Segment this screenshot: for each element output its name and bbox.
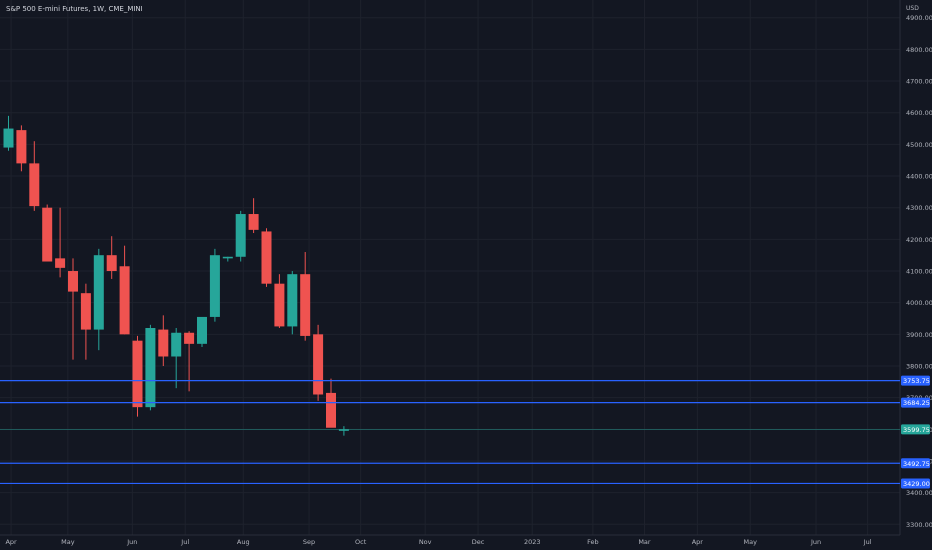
candle-body[interactable]: [209, 255, 220, 317]
current-price-text: 3599.75: [903, 426, 930, 434]
x-tick-label: Oct: [355, 538, 367, 546]
x-tick-label: May: [61, 538, 75, 546]
y-tick-label: 4200.00: [906, 236, 932, 244]
candle-body[interactable]: [106, 255, 117, 272]
x-tick-label: Dec: [472, 538, 485, 546]
x-tick-label: Jun: [810, 538, 821, 546]
y-tick-label: 4000.00: [906, 299, 932, 307]
candle-body[interactable]: [119, 266, 130, 335]
candle-body[interactable]: [235, 214, 246, 257]
candle-body[interactable]: [338, 429, 349, 431]
price-label-text: 3753.75: [903, 377, 930, 385]
candle-body[interactable]: [261, 231, 272, 284]
candle-body[interactable]: [300, 274, 311, 336]
y-tick-label: 4800.00: [906, 46, 932, 54]
candle-body[interactable]: [158, 329, 169, 357]
price-label-badge: [901, 478, 930, 489]
y-tick-label: 4700.00: [906, 78, 932, 86]
y-tick-label: 4400.00: [906, 173, 932, 181]
candle-body[interactable]: [326, 392, 336, 428]
candle-body[interactable]: [132, 340, 143, 408]
y-tick-label: 4100.00: [906, 268, 932, 276]
x-tick-label: Jun: [126, 538, 137, 546]
candle-body[interactable]: [197, 316, 207, 344]
current-price-badge: [901, 424, 930, 435]
x-tick-label: 2023: [524, 538, 541, 546]
x-tick-label: May: [744, 538, 758, 546]
y-tick-label: 3300.00: [906, 521, 932, 529]
y-tick-label: 4500.00: [906, 141, 932, 149]
candle-body[interactable]: [68, 271, 78, 292]
y-tick-label: 4300.00: [906, 204, 932, 212]
y-tick-label: 4600.00: [906, 109, 932, 117]
x-tick-label: Nov: [419, 538, 432, 546]
x-tick-label: Sep: [303, 538, 315, 546]
symbol-legend[interactable]: S&P 500 E-mini Futures, 1W, CME_MINI: [6, 5, 143, 13]
y-tick-label: 3900.00: [906, 331, 932, 339]
candle-body[interactable]: [313, 334, 324, 395]
y-tick-label: 3800.00: [906, 363, 932, 371]
candle-body[interactable]: [16, 130, 27, 164]
candle-body[interactable]: [42, 207, 53, 262]
currency-label: USD: [906, 5, 919, 12]
x-tick-label: Apr: [5, 538, 17, 546]
price-label-badge: [901, 375, 930, 386]
candle-body[interactable]: [184, 332, 195, 344]
x-tick-label: Mar: [638, 538, 651, 546]
price-label-badge: [901, 397, 930, 408]
y-tick-label: 4900.00: [906, 14, 932, 22]
x-tick-label: Jul: [180, 538, 189, 546]
candle-body[interactable]: [145, 328, 156, 408]
candle-body[interactable]: [55, 258, 66, 268]
candle-body[interactable]: [248, 214, 259, 230]
y-tick-label: 3400.00: [906, 489, 932, 497]
candle-body[interactable]: [222, 256, 233, 259]
x-tick-label: Jul: [863, 538, 872, 546]
candle-body[interactable]: [3, 128, 14, 148]
candle-body[interactable]: [171, 332, 182, 357]
x-tick-label: Feb: [587, 538, 599, 546]
candle-body[interactable]: [274, 283, 285, 327]
x-tick-label: Apr: [692, 538, 704, 546]
candle-body[interactable]: [287, 274, 298, 327]
price-label-badge: [901, 458, 930, 469]
candle-body[interactable]: [80, 293, 91, 330]
candle-body[interactable]: [93, 255, 104, 330]
x-tick-label: Aug: [237, 538, 250, 546]
candle-body[interactable]: [29, 163, 40, 207]
price-label-text: 3684.25: [903, 399, 930, 407]
price-label-text: 3492.75: [903, 460, 930, 468]
price-label-text: 3429.00: [903, 480, 930, 488]
